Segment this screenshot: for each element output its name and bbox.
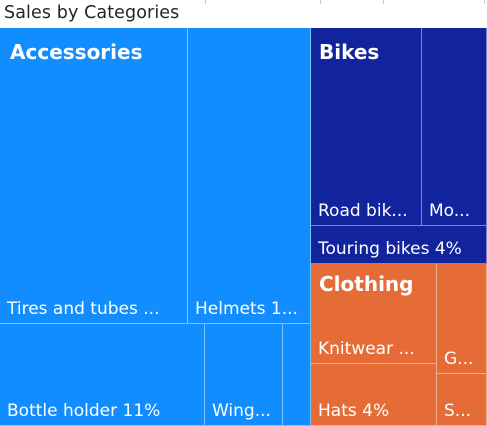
treemap-chart: Tires and tubes ... Helmets 1... Bottle ho…: [0, 28, 487, 426]
treemap-tile-bottle-holder[interactable]: Bottle holder 11%: [0, 324, 205, 426]
treemap-group-label-accessories: Accessories: [10, 40, 143, 64]
treemap-tile-helmets[interactable]: Helmets 1...: [188, 28, 311, 324]
treemap-tile-g[interactable]: G...: [437, 264, 487, 374]
treemap-tile-label: Road bik...: [318, 201, 408, 221]
treemap-tile-touring-bikes[interactable]: Touring bikes 4%: [311, 226, 487, 264]
treemap-tile-label: Knitwear ...: [318, 339, 415, 359]
treemap-group-label-clothing: Clothing: [319, 272, 414, 296]
treemap-tile-wing[interactable]: Wing...: [205, 324, 283, 426]
header-divider-marks: [205, 0, 485, 4]
treemap-tile-label: Touring bikes 4%: [318, 239, 462, 259]
treemap-tile-road-bikes[interactable]: Road bik...: [311, 28, 422, 226]
treemap-tile-s[interactable]: S...: [437, 374, 487, 426]
treemap-tile-knitwear[interactable]: Knitwear ...: [311, 264, 437, 364]
treemap-tile-label: Mo...: [429, 201, 470, 221]
treemap-tile-unlabeled[interactable]: [283, 324, 311, 426]
treemap-group-label-bikes: Bikes: [319, 40, 380, 64]
treemap-tile-label: S...: [444, 401, 472, 421]
treemap-tile-label: Helmets 1...: [195, 299, 298, 319]
treemap-tile-label: Wing...: [212, 401, 271, 421]
treemap-tile-mountain-bikes[interactable]: Mo...: [422, 28, 487, 226]
treemap-tile-hats[interactable]: Hats 4%: [311, 364, 437, 426]
treemap-tile-label: Hats 4%: [318, 401, 390, 421]
treemap-tile-label: Bottle holder 11%: [7, 401, 161, 421]
chart-title: Sales by Categories: [4, 3, 180, 23]
treemap-tile-label: Tires and tubes ...: [7, 299, 160, 319]
treemap-tile-tires-and-tubes[interactable]: Tires and tubes ...: [0, 28, 188, 324]
treemap-tile-label: G...: [444, 349, 474, 369]
